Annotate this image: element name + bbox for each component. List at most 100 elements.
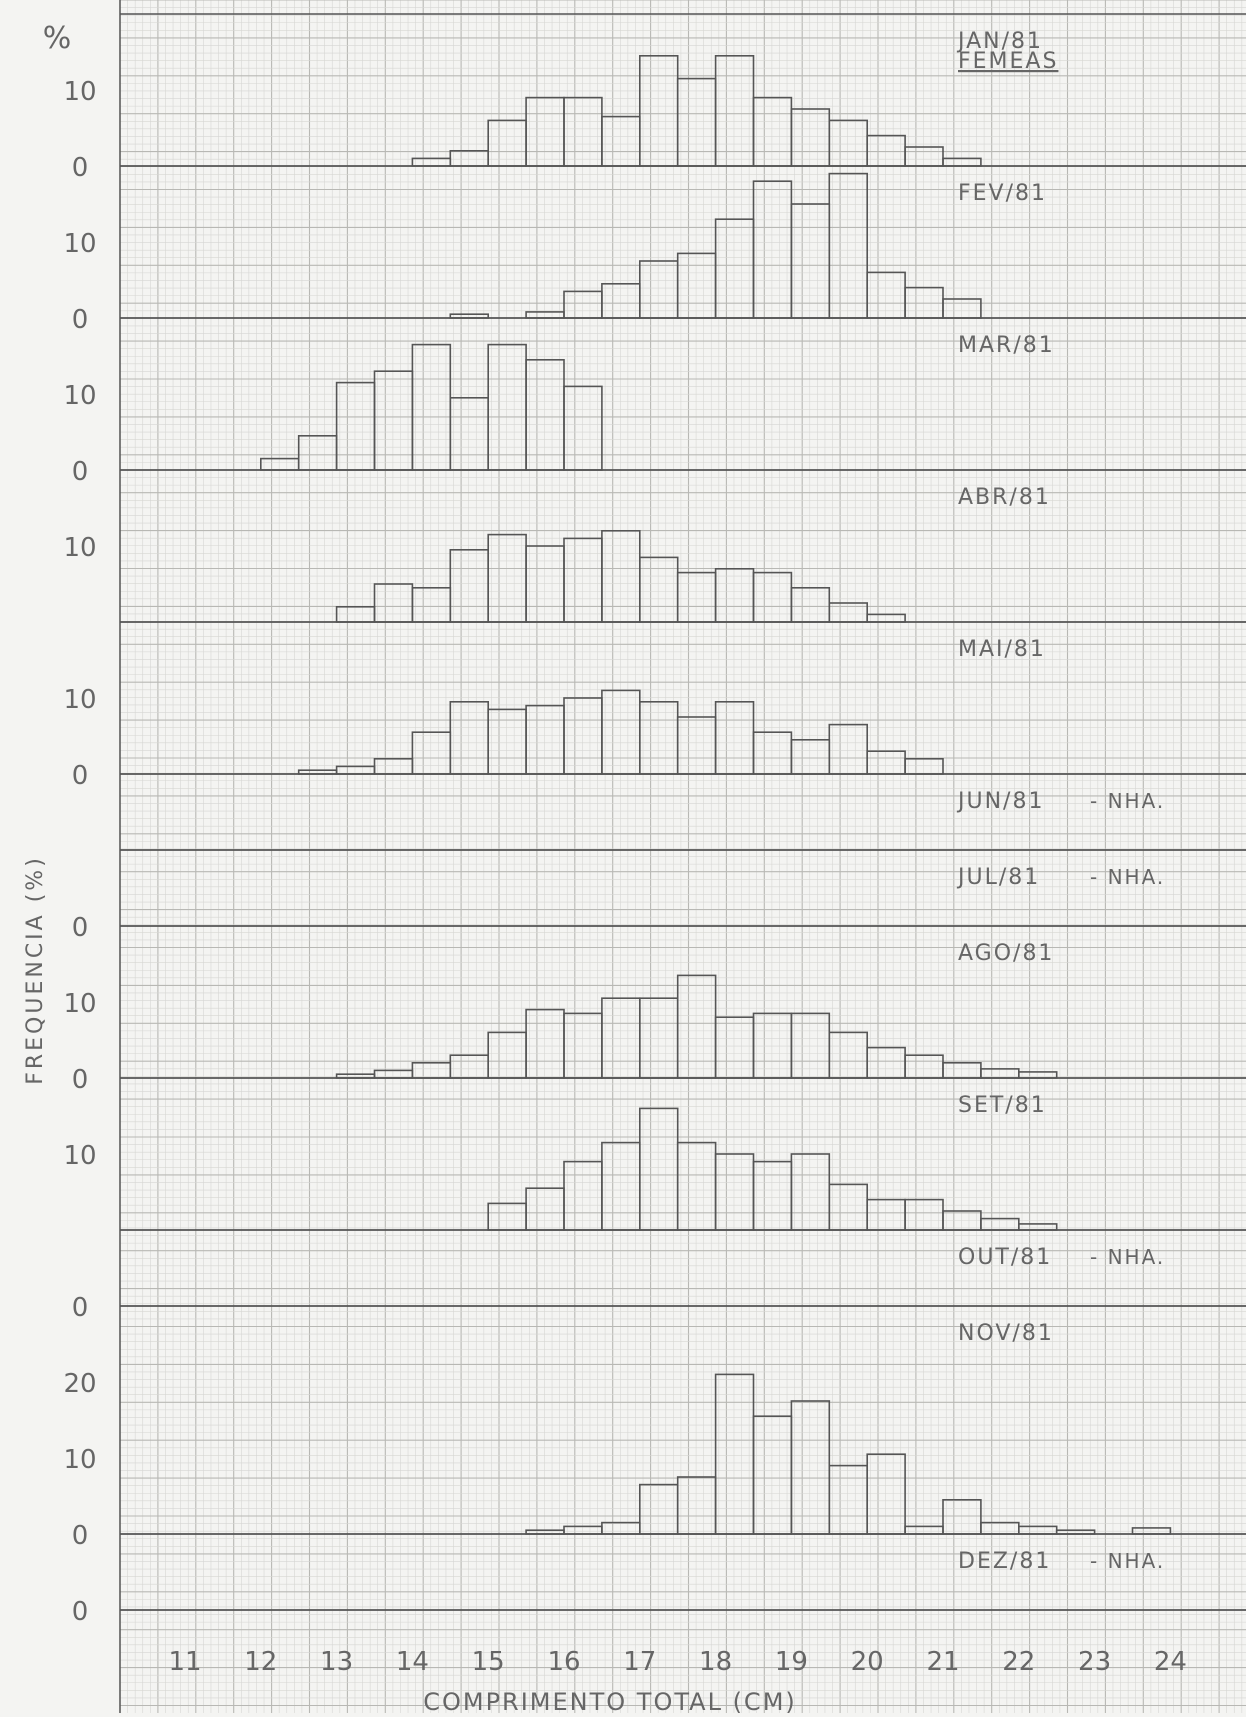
bar — [525, 311, 565, 319]
bar — [1017, 1525, 1058, 1535]
bar — [487, 1031, 527, 1079]
bar — [980, 1521, 1020, 1535]
bar — [487, 343, 527, 471]
y-tick-label: 10 — [63, 989, 96, 1019]
bar — [752, 731, 793, 775]
bar — [828, 172, 868, 319]
bar — [601, 997, 641, 1079]
bar — [866, 134, 906, 167]
bar — [373, 1069, 414, 1079]
bar — [638, 54, 679, 167]
bar — [790, 203, 831, 319]
bar — [904, 757, 944, 775]
x-tick-label: 23 — [1078, 1647, 1111, 1677]
x-axis-title: COMPRIMENTO TOTAL (CM) — [423, 1688, 797, 1713]
bar — [942, 1499, 982, 1535]
panel-label: MAI/81 — [958, 637, 1046, 662]
bar — [1055, 1529, 1096, 1535]
bar — [563, 537, 603, 623]
bar — [790, 108, 831, 167]
panel-label: DEZ/81 — [958, 1549, 1051, 1574]
y-tick-label: 0 — [72, 1065, 89, 1095]
bar — [1017, 1071, 1058, 1079]
bar — [676, 252, 717, 319]
bar — [525, 545, 565, 623]
bar — [752, 1160, 793, 1231]
bar — [259, 457, 300, 471]
bar — [449, 396, 489, 471]
panel-label: JAN/81 — [956, 29, 1043, 54]
bar — [601, 1521, 641, 1535]
y-tick-label: 10 — [63, 77, 96, 107]
y-unit-label: % — [43, 21, 72, 56]
bar — [411, 343, 452, 471]
panel-note: - NHA. — [1090, 865, 1165, 889]
bar — [449, 150, 489, 167]
bar — [866, 750, 906, 775]
panel-set-81: 10 SET/81 — [63, 1093, 1246, 1231]
bar — [563, 385, 603, 471]
panel-label: OUT/81 — [958, 1245, 1052, 1270]
bar — [525, 1187, 565, 1231]
bar — [866, 271, 906, 319]
bar — [411, 586, 452, 623]
bar — [866, 1046, 906, 1079]
panel-group-title: FEMEAS — [958, 49, 1058, 74]
panel-mai-81: 0 10 MAI/81 — [63, 637, 1246, 791]
x-tick-label: 16 — [547, 1647, 580, 1677]
bar — [563, 1160, 603, 1231]
y-tick-label: 10 — [63, 1141, 96, 1171]
x-tick-label: 12 — [244, 1647, 277, 1677]
x-tick-label: 20 — [851, 1647, 884, 1677]
bar — [411, 1062, 452, 1079]
panel-label: NOV/81 — [958, 1321, 1054, 1346]
panel-note: - NHA. — [1090, 789, 1165, 813]
y-tick-label: 0 — [72, 457, 89, 487]
bar — [752, 180, 793, 319]
y-tick-label: 0 — [72, 761, 89, 791]
x-tick-label: 13 — [320, 1647, 353, 1677]
bar — [904, 146, 944, 167]
x-tick-label: 17 — [623, 1647, 656, 1677]
panels: 0 10 JAN/81 0 10 FEV/81 0 10 MAR/81 10 ABR/81 0 10 MA… — [63, 29, 1246, 1627]
bar — [790, 738, 831, 775]
y-tick-label: 10 — [63, 1445, 96, 1475]
y-tick-label: 10 — [63, 685, 96, 715]
bar — [449, 313, 489, 319]
bar — [942, 1062, 982, 1079]
bar — [601, 529, 641, 623]
panel-jan-81: 0 10 JAN/81 — [63, 29, 1246, 183]
bar — [638, 260, 679, 319]
bar — [904, 1198, 944, 1231]
bar — [638, 1107, 679, 1231]
bar — [487, 1202, 527, 1231]
panel-abr-81: 10 ABR/81 — [63, 485, 1246, 623]
panel-label: SET/81 — [958, 1093, 1047, 1118]
bar — [790, 586, 831, 623]
bar — [411, 731, 452, 775]
panel-label: JUL/81 — [956, 865, 1040, 890]
panel-fev-81: 0 10 FEV/81 — [63, 172, 1246, 335]
panel-out-81: 0 OUT/81 - NHA. — [72, 1245, 1246, 1323]
panel-label: FEV/81 — [958, 181, 1047, 206]
panel-note: - NHA. — [1090, 1245, 1165, 1269]
bar — [563, 96, 603, 167]
bar — [828, 1031, 868, 1079]
y-tick-label: 10 — [63, 229, 96, 259]
bar — [487, 708, 527, 775]
bar — [525, 704, 565, 775]
panel-label: AGO/81 — [958, 941, 1054, 966]
bar — [866, 1453, 906, 1535]
panel-note: - NHA. — [1090, 1549, 1165, 1573]
bar — [752, 96, 793, 167]
bar — [866, 1198, 906, 1231]
y-tick-label: 0 — [72, 1597, 89, 1627]
y-tick-label: 0 — [72, 1293, 89, 1323]
bar — [828, 723, 868, 775]
panel-label: MAR/81 — [958, 333, 1055, 358]
y-tick-label: 10 — [63, 381, 96, 411]
panel-dez-81: 0 DEZ/81 - NHA. — [72, 1549, 1246, 1627]
bar — [601, 115, 641, 167]
bar — [866, 613, 906, 623]
bar — [563, 1525, 603, 1535]
